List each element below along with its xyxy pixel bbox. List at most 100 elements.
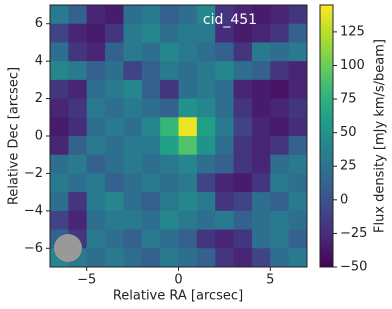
pixel bbox=[123, 42, 143, 62]
pixel bbox=[233, 248, 253, 267]
pixel bbox=[196, 42, 216, 62]
pixel bbox=[215, 173, 235, 193]
pixel bbox=[141, 136, 161, 156]
pixel bbox=[215, 248, 235, 267]
pixel bbox=[178, 98, 198, 118]
pixel bbox=[68, 42, 88, 62]
pixel bbox=[160, 98, 179, 118]
pixel bbox=[233, 117, 253, 137]
pixel bbox=[68, 79, 88, 100]
pixel bbox=[105, 42, 124, 62]
pixel bbox=[50, 61, 69, 81]
colorbar bbox=[319, 4, 334, 268]
pixel bbox=[105, 117, 124, 137]
pixel bbox=[251, 154, 271, 174]
pixel bbox=[141, 98, 161, 118]
pixel bbox=[270, 173, 290, 193]
pixel bbox=[215, 154, 235, 174]
pixel bbox=[251, 23, 271, 43]
pixel bbox=[160, 79, 179, 100]
pixel bbox=[160, 5, 179, 25]
pixel bbox=[251, 136, 271, 156]
pixel bbox=[270, 117, 290, 137]
pixel bbox=[233, 192, 253, 212]
pixel bbox=[215, 229, 235, 249]
pixel bbox=[215, 42, 235, 62]
pixel bbox=[105, 98, 124, 118]
pixel bbox=[50, 173, 69, 193]
pixel bbox=[141, 42, 161, 62]
pixel bbox=[178, 117, 198, 137]
colorbar-tick-label: 125 bbox=[340, 24, 365, 39]
pixel bbox=[50, 136, 69, 156]
pixel bbox=[160, 154, 179, 174]
pixel bbox=[50, 98, 69, 118]
pixel bbox=[123, 5, 143, 25]
pixel bbox=[178, 5, 198, 25]
x-axis-label: Relative RA [arcsec] bbox=[113, 289, 243, 304]
pixel bbox=[86, 23, 106, 43]
pixel bbox=[288, 192, 307, 212]
pixel bbox=[215, 192, 235, 212]
pixel bbox=[141, 61, 161, 81]
pixel bbox=[288, 248, 307, 267]
pixel bbox=[251, 248, 271, 267]
pixel bbox=[50, 23, 69, 43]
pixel bbox=[288, 42, 307, 62]
pixel bbox=[251, 42, 271, 62]
pixel bbox=[270, 5, 290, 25]
pixel bbox=[251, 98, 271, 118]
pixel bbox=[86, 5, 106, 25]
pixel bbox=[178, 23, 198, 43]
pixel bbox=[233, 23, 253, 43]
pixel bbox=[123, 136, 143, 156]
pixel bbox=[105, 173, 124, 193]
pixel bbox=[105, 192, 124, 212]
pixel bbox=[270, 136, 290, 156]
colorbar-tick-label: 100 bbox=[340, 58, 365, 73]
pixel bbox=[123, 229, 143, 249]
pixel bbox=[196, 23, 216, 43]
pixel bbox=[215, 61, 235, 81]
x-tick-label: 5 bbox=[266, 273, 274, 288]
pixel bbox=[123, 192, 143, 212]
pixel bbox=[86, 61, 106, 81]
pixel bbox=[68, 136, 88, 156]
pixel bbox=[68, 23, 88, 43]
pixel bbox=[160, 248, 179, 267]
pixel bbox=[233, 42, 253, 62]
pixel bbox=[270, 79, 290, 100]
pixel bbox=[86, 229, 106, 249]
pixel bbox=[68, 5, 88, 25]
pixel bbox=[196, 229, 216, 249]
pixel bbox=[178, 210, 198, 231]
pixel bbox=[233, 136, 253, 156]
pixel bbox=[68, 210, 88, 231]
pixel bbox=[270, 248, 290, 267]
pixel bbox=[160, 229, 179, 249]
pixel bbox=[160, 61, 179, 81]
x-tick-label: −5 bbox=[77, 273, 96, 288]
pixel bbox=[288, 136, 307, 156]
pixel bbox=[251, 79, 271, 100]
pixel bbox=[105, 248, 124, 267]
pixel bbox=[123, 23, 143, 43]
y-tick-label: −6 bbox=[24, 241, 43, 256]
pixel bbox=[178, 136, 198, 156]
pixel bbox=[50, 5, 69, 25]
beam bbox=[54, 234, 82, 262]
pixel bbox=[251, 5, 271, 25]
pixel bbox=[105, 154, 124, 174]
pixel bbox=[86, 154, 106, 174]
pixel bbox=[50, 210, 69, 231]
pixel bbox=[215, 23, 235, 43]
pixel bbox=[50, 192, 69, 212]
pixel bbox=[105, 5, 124, 25]
pixel bbox=[288, 173, 307, 193]
pixel bbox=[105, 23, 124, 43]
pixel bbox=[178, 79, 198, 100]
pixel bbox=[270, 192, 290, 212]
pixel bbox=[86, 210, 106, 231]
pixel bbox=[123, 61, 143, 81]
